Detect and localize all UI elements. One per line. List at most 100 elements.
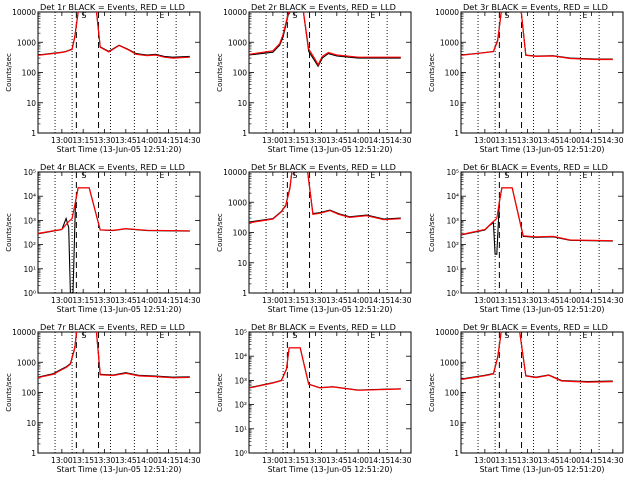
x-tick-label: 13:45 bbox=[538, 136, 560, 145]
series-line-lld bbox=[38, 332, 190, 379]
series-line-lld bbox=[461, 12, 613, 61]
y-tick-label: 1 bbox=[31, 449, 36, 458]
end-marker-label: E bbox=[582, 171, 587, 180]
y-axis-label: Counts/sec bbox=[5, 53, 13, 92]
x-tick-label: 14:30 bbox=[602, 456, 624, 465]
x-tick-label: 13:00 bbox=[474, 456, 496, 465]
y-tick-label: 10⁰ bbox=[23, 289, 36, 298]
x-tick-label: 14:15 bbox=[369, 456, 391, 465]
x-tick-label: 14:00 bbox=[559, 456, 581, 465]
y-tick-label: 10⁴ bbox=[23, 192, 36, 201]
panel-title: Det 2r BLACK = Events, RED = LLD bbox=[251, 2, 396, 12]
y-tick-label: 10¹ bbox=[234, 425, 247, 434]
panel-title: Det 5r BLACK = Events, RED = LLD bbox=[251, 162, 396, 172]
x-tick-label: 13:00 bbox=[51, 456, 73, 465]
start-marker-label: S bbox=[81, 171, 86, 180]
y-axis-label: Counts/sec bbox=[428, 373, 436, 412]
y-tick-label: 10⁴ bbox=[446, 192, 459, 201]
x-tick-label: 13:15 bbox=[283, 296, 305, 305]
x-tick-label: 14:30 bbox=[390, 296, 412, 305]
plot-frame bbox=[460, 171, 624, 294]
y-tick-label: 10³ bbox=[234, 376, 247, 385]
x-tick-label: 14:30 bbox=[602, 296, 624, 305]
x-tick-label: 13:45 bbox=[538, 456, 560, 465]
x-tick-label: 13:15 bbox=[283, 456, 305, 465]
x-tick-label: 13:15 bbox=[495, 296, 517, 305]
x-tick-label: 13:45 bbox=[115, 456, 137, 465]
y-tick-label: 10 bbox=[449, 99, 459, 108]
x-tick-label: 13:15 bbox=[495, 456, 517, 465]
x-tick-label: 13:45 bbox=[326, 456, 348, 465]
x-tick-label: 14:00 bbox=[136, 296, 158, 305]
x-tick-label: 13:15 bbox=[72, 136, 94, 145]
start-marker-label: S bbox=[81, 331, 86, 340]
x-tick-label: 13:30 bbox=[305, 136, 327, 145]
series-line-events bbox=[461, 12, 613, 60]
x-tick-label: 14:30 bbox=[179, 456, 201, 465]
y-tick-label: 10⁵ bbox=[446, 168, 459, 177]
panel-title: Det 4r BLACK = Events, RED = LLD bbox=[40, 162, 185, 172]
panel-title: Det 9r BLACK = Events, RED = LLD bbox=[463, 322, 608, 332]
y-tick-label: 10² bbox=[446, 241, 459, 250]
end-marker-label: E bbox=[159, 171, 164, 180]
end-marker-label: E bbox=[370, 331, 375, 340]
x-axis-label: Start Time (13-Jun-05 12:51:20) bbox=[268, 465, 393, 474]
y-tick-label: 10000 bbox=[223, 8, 247, 17]
x-tick-label: 13:00 bbox=[51, 136, 73, 145]
x-tick-label: 13:15 bbox=[495, 136, 517, 145]
y-tick-label: 100 bbox=[445, 69, 460, 78]
x-tick-label: 13:30 bbox=[94, 296, 116, 305]
y-tick-label: 10³ bbox=[446, 216, 459, 225]
x-tick-label: 13:30 bbox=[517, 296, 539, 305]
x-tick-label: 13:45 bbox=[115, 136, 137, 145]
end-marker-label: E bbox=[159, 331, 164, 340]
x-tick-label: 14:00 bbox=[347, 456, 369, 465]
start-marker-label: S bbox=[292, 331, 297, 340]
y-tick-label: 10 bbox=[26, 99, 36, 108]
x-tick-label: 13:15 bbox=[72, 296, 94, 305]
x-tick-label: 14:15 bbox=[369, 136, 391, 145]
x-tick-label: 14:15 bbox=[581, 136, 603, 145]
y-tick-label: 10¹ bbox=[446, 265, 459, 274]
y-tick-label: 1 bbox=[242, 129, 247, 138]
series-line-events bbox=[461, 332, 613, 383]
series-line-lld bbox=[38, 187, 190, 234]
x-tick-label: 13:30 bbox=[94, 456, 116, 465]
y-tick-label: 100 bbox=[233, 69, 248, 78]
y-tick-label: 1000 bbox=[17, 38, 36, 47]
y-tick-label: 100 bbox=[445, 389, 460, 398]
x-tick-label: 13:45 bbox=[326, 296, 348, 305]
x-axis-label: Start Time (13-Jun-05 12:51:20) bbox=[268, 305, 393, 314]
x-axis-label: Start Time (13-Jun-05 12:51:20) bbox=[57, 305, 182, 314]
y-tick-label: 100 bbox=[22, 69, 37, 78]
y-tick-label: 10² bbox=[23, 241, 36, 250]
y-tick-label: 10000 bbox=[12, 8, 36, 17]
x-tick-label: 14:30 bbox=[602, 136, 624, 145]
x-tick-label: 13:45 bbox=[115, 296, 137, 305]
x-tick-label: 14:15 bbox=[158, 136, 180, 145]
panel-title: Det 7r BLACK = Events, RED = LLD bbox=[40, 322, 185, 332]
y-tick-label: 10³ bbox=[23, 216, 36, 225]
y-axis-label: Counts/sec bbox=[5, 373, 13, 412]
start-marker-label: S bbox=[81, 11, 86, 20]
start-marker-label: S bbox=[292, 171, 297, 180]
y-tick-label: 100 bbox=[233, 229, 248, 238]
x-tick-label: 13:00 bbox=[474, 136, 496, 145]
panel-title: Det 3r BLACK = Events, RED = LLD bbox=[463, 2, 608, 12]
x-tick-label: 14:00 bbox=[347, 296, 369, 305]
y-tick-label: 10⁵ bbox=[234, 328, 247, 337]
plot-frame bbox=[248, 331, 412, 454]
y-tick-label: 10 bbox=[449, 419, 459, 428]
series-line-lld bbox=[249, 172, 401, 224]
plot-frame bbox=[37, 171, 201, 294]
panel-title: Det 8r BLACK = Events, RED = LLD bbox=[251, 322, 396, 332]
y-tick-label: 1000 bbox=[440, 358, 459, 367]
y-tick-label: 10¹ bbox=[23, 265, 36, 274]
y-axis-label: Counts/sec bbox=[216, 53, 224, 92]
